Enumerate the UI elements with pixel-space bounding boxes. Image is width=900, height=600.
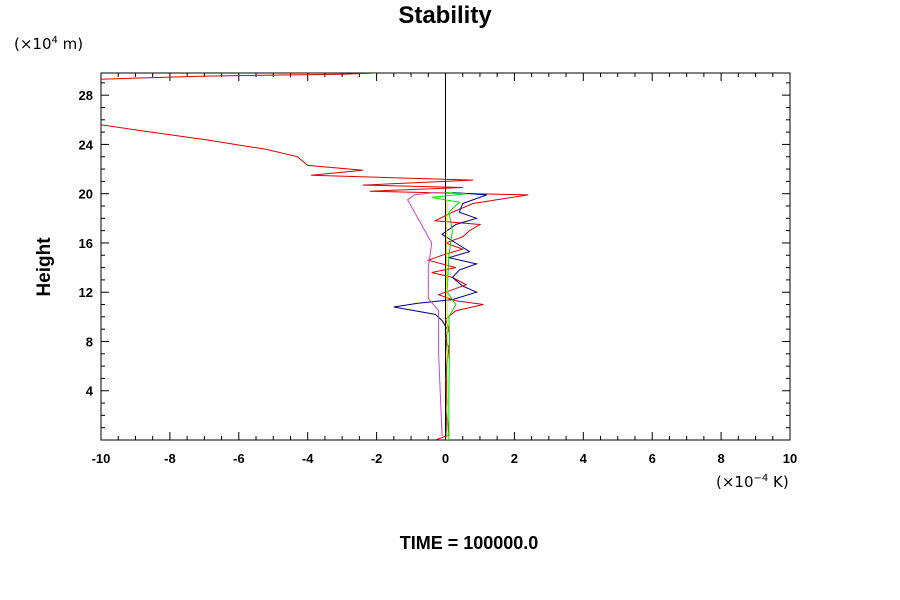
series-line-6	[431, 192, 467, 440]
x-tick-label: -4	[302, 451, 314, 466]
x-tick-label: 0	[442, 451, 449, 466]
x-tick-label: -6	[233, 451, 245, 466]
x-tick-label: -2	[371, 451, 383, 466]
y-axis-label: Height	[34, 237, 55, 297]
x-tick-label: 4	[580, 451, 588, 466]
x-unit-label: (×10−4 K)	[716, 473, 789, 491]
y-tick-label: 24	[79, 137, 94, 152]
y-tick-label: 8	[86, 334, 93, 349]
y-tick-label: 20	[79, 187, 93, 202]
x-tick-label: -10	[92, 451, 111, 466]
x-tick-label: 8	[717, 451, 724, 466]
time-footer: TIME = 100000.0	[400, 533, 539, 553]
y-tick-label: 16	[79, 236, 93, 251]
series-line-4	[393, 192, 487, 440]
series-line-5	[406, 192, 443, 437]
x-tick-label: 10	[783, 451, 797, 466]
chart-title: Stability	[398, 2, 492, 29]
x-tick-label: 2	[511, 451, 518, 466]
y-tick-label: 4	[86, 384, 94, 399]
series-line-7	[445, 199, 448, 440]
y-unit-label: (×104 m)	[14, 35, 83, 53]
y-tick-label: 28	[79, 88, 93, 103]
x-tick-label: -8	[164, 451, 176, 466]
x-tick-label: 6	[649, 451, 656, 466]
y-tick-label: 12	[79, 285, 93, 300]
series-line-2	[101, 124, 529, 440]
series-line-3	[101, 73, 377, 80]
